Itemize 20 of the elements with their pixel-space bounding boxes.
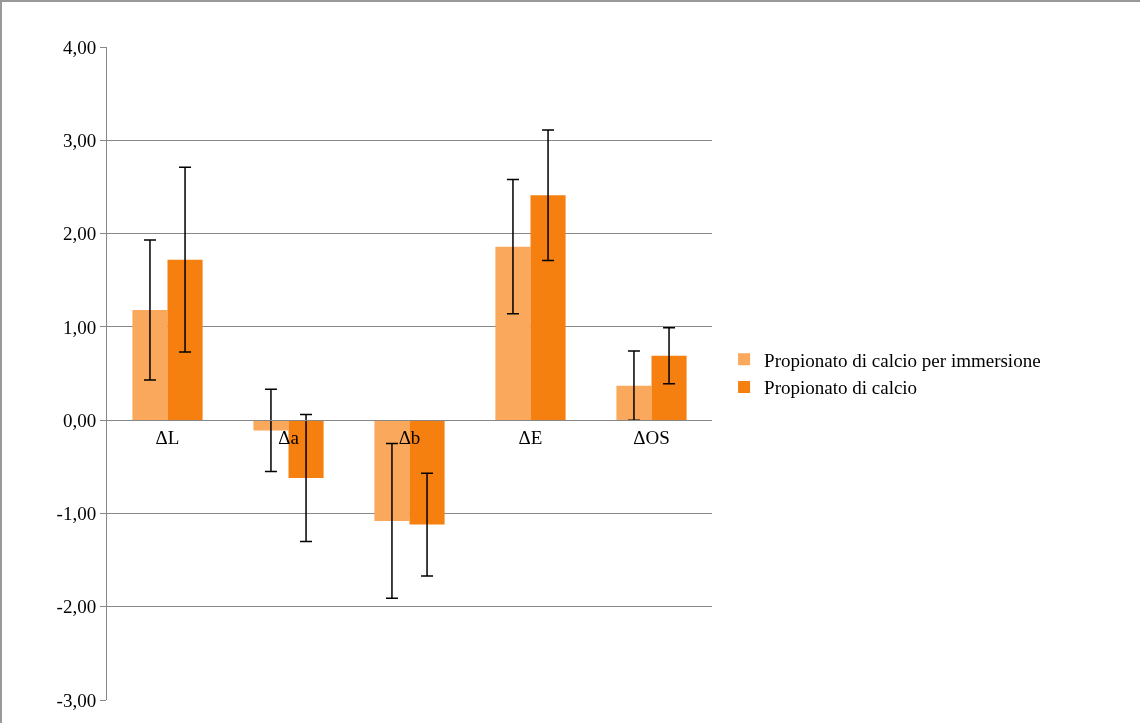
bar <box>495 246 531 421</box>
legend-label: Propionato di calcio per immersione <box>764 349 1041 371</box>
y-tick-label: 0,00 <box>62 409 97 431</box>
x-tick-label: ΔE <box>518 426 543 448</box>
x-tick-label: ΔL <box>155 426 180 448</box>
bar <box>530 195 566 421</box>
y-tick-label: 2,00 <box>62 223 97 245</box>
y-tick-label: 3,00 <box>62 129 97 151</box>
y-tick-label: -2,00 <box>56 596 97 618</box>
bar <box>616 385 652 421</box>
bar <box>132 310 168 421</box>
bar <box>651 355 687 421</box>
x-tick-label: ΔOS <box>633 426 670 448</box>
y-tick-label: -3,00 <box>56 689 97 711</box>
x-tick-label: Δb <box>398 426 421 448</box>
legend-label: Propionato di calcio <box>764 377 918 399</box>
bar <box>167 259 203 421</box>
y-tick-label: 1,00 <box>62 316 97 338</box>
y-tick-label: -1,00 <box>56 503 97 525</box>
y-tick-label: 4,00 <box>62 36 97 58</box>
